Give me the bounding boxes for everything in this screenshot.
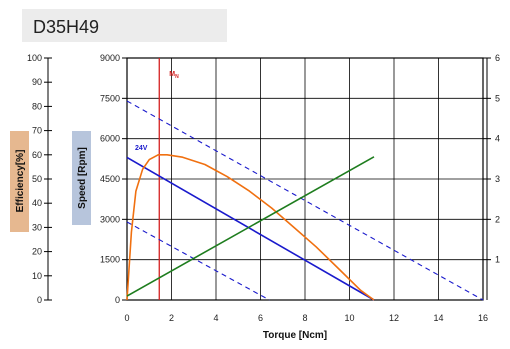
right-tick-label: 3 [495,174,500,184]
series-current [126,156,375,297]
x-tick-label: 10 [344,313,354,323]
speed-axis-title: Speed [Rpm] [77,147,88,209]
efficiency-tick-label: 30 [32,222,42,232]
series-speed-upper [126,100,484,301]
efficiency-tick-label: 20 [32,247,42,257]
axes [44,57,491,301]
labels: 0150030004500600075009000010203040506070… [10,53,500,341]
efficiency-tick-label: 0 [37,295,42,305]
efficiency-tick-label: 40 [32,198,42,208]
speed-tick-label: 3000 [100,214,120,224]
chart-title: D35H49 [33,17,99,37]
efficiency-tick-label: 10 [32,271,42,281]
right-tick-label: 6 [495,53,500,63]
chart-title-bar [22,9,227,42]
annotation-rated-torque: MN [169,71,179,80]
speed-tick-label: 1500 [100,255,120,265]
speed-tick-label: 9000 [100,53,120,63]
x-tick-label: 0 [124,313,129,323]
efficiency-tick-label: 100 [27,53,42,63]
speed-axis-title-box [72,131,91,225]
series-speed-lower [126,221,270,301]
x-tick-label: 12 [389,313,399,323]
series [126,58,484,301]
speed-tick-label: 6000 [100,134,120,144]
grid [126,57,484,301]
speed-tick-label: 7500 [100,93,120,103]
right-tick-label: 5 [495,93,500,103]
speed-tick-label: 0 [115,295,120,305]
right-tick-label: 4 [495,134,500,144]
efficiency-axis-title: Efficiency[%] [15,150,26,213]
annotation-24v: 24V [135,145,148,152]
series-speed-24v [126,156,375,301]
efficiency-tick-label: 50 [32,174,42,184]
speed-tick-label: 4500 [100,174,120,184]
x-tick-label: 8 [302,313,307,323]
right-tick-label: 1 [495,255,500,265]
x-tick-label: 14 [433,313,443,323]
series-efficiency [126,154,375,301]
x-tick-label: 16 [478,313,488,323]
right-tick-label: 2 [495,214,500,224]
efficiency-tick-label: 70 [32,126,42,136]
efficiency-tick-label: 60 [32,150,42,160]
x-tick-label: 6 [258,313,263,323]
x-axis-title: Torque [Ncm] [263,330,327,341]
x-tick-label: 4 [213,313,218,323]
x-tick-label: 2 [169,313,174,323]
efficiency-tick-label: 80 [32,101,42,111]
efficiency-axis-title-box [10,131,29,232]
efficiency-tick-label: 90 [32,77,42,87]
